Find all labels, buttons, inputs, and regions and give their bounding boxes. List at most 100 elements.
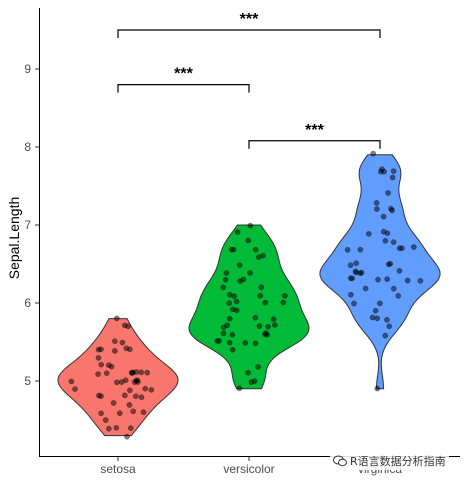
data-point-virginica [374,315,381,322]
data-point-versicolor [270,316,277,323]
wechat-icon [333,455,347,467]
data-point-setosa [118,379,125,385]
data-point-virginica [372,307,379,314]
data-point-versicolor [258,284,265,291]
data-point-versicolor [242,340,249,346]
data-point-setosa [112,338,118,345]
data-point-virginica [357,246,364,253]
data-point-setosa [132,393,139,400]
data-point-setosa [112,348,118,354]
data-point-versicolor [229,331,236,338]
data-point-versicolor [262,299,269,306]
x-tick-label-versicolor: versicolor [223,462,274,476]
data-point-virginica [390,285,397,292]
y-tick-label: 5 [24,374,31,388]
violin-setosa [57,318,179,437]
data-point-setosa [123,345,130,352]
data-point-virginica [347,262,354,269]
x-tick-label-setosa: setosa [100,462,136,476]
data-point-setosa [128,370,135,376]
data-point-virginica [410,244,417,250]
data-point-versicolor [245,369,251,376]
significance-bracket-setosa-versicolor [117,84,250,93]
data-point-versicolor [252,314,259,321]
violin-virginica [319,154,441,390]
data-point-virginica [384,276,391,282]
data-point-versicolor [252,340,259,347]
data-point-setosa [96,392,102,399]
y-tick-label: 8 [24,140,31,154]
data-point-virginica [382,237,389,244]
data-point-virginica [373,200,380,206]
data-point-setosa [124,433,130,440]
data-point-virginica [390,168,397,174]
y-tick-label: 7 [24,218,31,232]
data-point-versicolor [228,246,235,253]
data-point-versicolor [247,222,254,229]
data-point-versicolor [255,364,261,370]
data-point-versicolor [236,262,243,268]
data-point-virginica [344,247,351,253]
data-point-virginica [381,168,387,175]
data-point-virginica [389,207,395,214]
data-point-setosa [103,370,110,377]
y-axis-title: Sepal.Length [6,197,22,280]
data-point-setosa [125,323,131,330]
data-point-versicolor [265,323,271,330]
data-point-versicolor [260,252,266,259]
data-point-versicolor [220,330,227,337]
data-point-virginica [404,277,411,284]
data-point-setosa [138,394,145,401]
data-point-virginica [353,269,360,276]
data-point-virginica [386,323,393,330]
data-point-versicolor [220,284,226,291]
data-point-virginica [351,300,357,307]
data-point-setosa [127,425,134,431]
data-point-setosa [72,386,78,392]
data-point-virginica [396,245,403,251]
data-point-versicolor [280,299,287,306]
data-point-virginica [347,275,354,282]
data-point-setosa [114,379,120,386]
data-point-versicolor [234,229,241,235]
data-point-setosa [117,410,123,417]
data-point-virginica [385,190,391,196]
violin-versicolor [188,224,310,390]
data-point-versicolor [231,293,237,300]
data-point-setosa [68,378,75,385]
data-point-setosa [114,315,120,322]
data-point-virginica [375,276,381,283]
data-point-setosa [95,354,102,361]
data-point-virginica [374,206,380,212]
data-point-setosa [95,371,101,377]
data-point-virginica [353,260,360,266]
data-point-setosa [140,409,147,416]
data-point-versicolor [237,278,243,284]
data-point-setosa [102,417,109,423]
data-point-versicolor [245,237,251,244]
watermark-text: R语言数据分析指南 [350,455,446,468]
data-point-versicolor [247,269,253,276]
significance-label-setosa-virginica: *** [240,11,259,28]
data-point-versicolor [271,322,278,328]
data-point-versicolor [229,346,236,353]
significance-bracket-setosa-virginica [117,29,381,38]
data-point-setosa [131,379,138,385]
data-point-setosa [126,402,133,408]
data-point-virginica [417,278,424,284]
data-point-versicolor [233,298,240,305]
data-point-setosa [142,385,148,392]
data-point-versicolor [226,315,233,322]
data-point-virginica [369,314,376,321]
data-point-setosa [113,424,120,431]
data-point-virginica [348,291,354,298]
data-point-virginica [384,230,391,236]
data-point-setosa [119,339,126,346]
data-point-versicolor [264,331,270,338]
data-point-setosa [110,400,117,406]
data-point-setosa [98,346,104,353]
data-point-versicolor [226,300,232,306]
data-point-versicolor [216,338,222,344]
data-point-versicolor [252,246,259,253]
